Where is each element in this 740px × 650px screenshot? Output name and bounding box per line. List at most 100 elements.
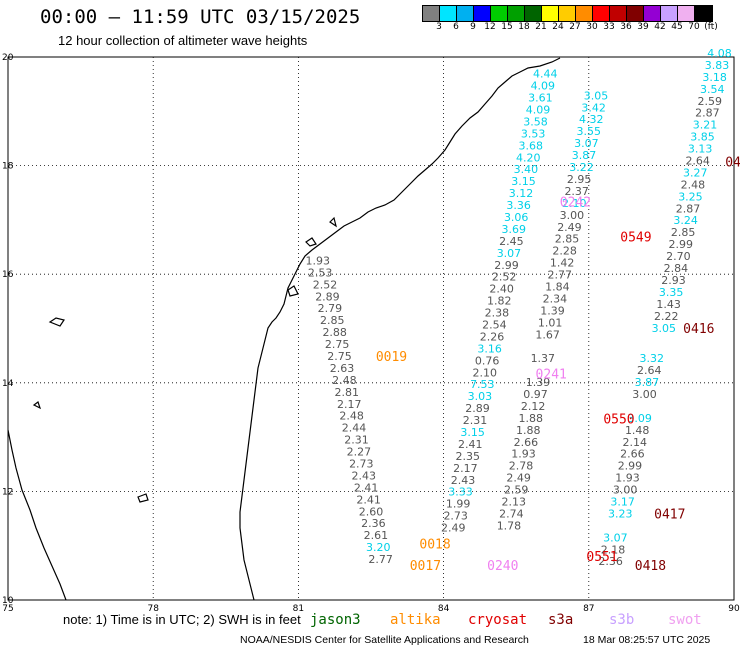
scale-swatch <box>542 6 559 21</box>
wave-height-value: 3.07 <box>574 137 599 150</box>
wave-height-value: 3.09 <box>627 412 652 425</box>
wave-height-value: 2.75 <box>325 338 350 351</box>
wave-height-value: 2.48 <box>332 374 357 387</box>
scale-tick-label: 42 <box>654 22 666 32</box>
wave-height-value: 3.21 <box>693 119 718 132</box>
wave-height-value: 2.36 <box>598 555 623 568</box>
scale-tick-label: 21 <box>535 22 547 32</box>
scale-swatch <box>423 6 440 21</box>
wave-height-value: 3.42 <box>581 101 606 114</box>
wave-height-value: 2.75 <box>327 350 352 363</box>
wave-height-value: 1.93 <box>615 472 640 485</box>
wave-height-value: 2.73 <box>443 510 468 523</box>
wave-height-value: 2.64 <box>637 364 662 377</box>
wave-height-value: 2.37 <box>564 185 589 198</box>
wave-height-value: 2.26 <box>480 330 505 343</box>
footer-note: note: 1) Time is in UTC; 2) SWH is in fe… <box>63 612 301 627</box>
scale-tick-label: 27 <box>569 22 581 32</box>
india-east-coast <box>239 57 561 601</box>
wave-height-value: 2.38 <box>485 307 510 320</box>
scale-swatch <box>525 6 542 21</box>
wave-height-value: 2.85 <box>555 233 580 246</box>
wave-height-value: 3.61 <box>528 92 553 105</box>
scale-swatch <box>440 6 457 21</box>
lon-tick-label: 87 <box>583 604 594 614</box>
wave-height-value: 3.54 <box>700 83 725 96</box>
satellite-legend-altika: altika <box>390 612 441 628</box>
wave-height-value: 2.85 <box>671 226 696 239</box>
track-id-label: 041 <box>725 156 740 171</box>
wave-height-value: 2.87 <box>695 107 720 120</box>
wave-height-value: 1.93 <box>511 448 536 461</box>
track-id-label: 0241 <box>536 367 567 382</box>
wave-height-value: 2.36 <box>361 517 386 530</box>
wave-height-value: 3.07 <box>603 531 628 544</box>
wave-height-value: 1.37 <box>531 352 556 365</box>
satellite-legend-cryosat: cryosat <box>468 612 528 628</box>
scale-swatch <box>695 6 712 21</box>
wave-height-value: 3.24 <box>673 214 698 227</box>
axis-labels: 75 78 81 84 87 90 10 12 14 16 18 20 <box>2 53 740 614</box>
scale-swatch <box>627 6 644 21</box>
scale-tick-label: 15 <box>501 22 513 32</box>
wave-height-value: 2.49 <box>557 221 582 234</box>
wave-height-value: 1.43 <box>656 298 681 311</box>
wave-height-value: 2.17 <box>453 462 478 475</box>
wave-height-value: 3.05 <box>652 322 677 335</box>
wave-height-value: 3.85 <box>690 131 715 144</box>
wave-height-value: 7.53 <box>470 378 495 391</box>
wave-height-value: 2.73 <box>349 458 374 471</box>
wave-height-value: 2.88 <box>322 326 347 339</box>
scale-swatch <box>593 6 610 21</box>
scale-swatch <box>491 6 508 21</box>
wave-height-value: 2.27 <box>347 446 372 459</box>
scale-tick-label: 9 <box>470 22 476 32</box>
coastline <box>7 57 561 601</box>
wave-height-value: 4.09 <box>531 80 556 93</box>
track-id-label: 0017 <box>410 559 441 574</box>
wave-height-value: 2.66 <box>620 448 645 461</box>
wave-height-value: 2.10 <box>562 197 587 210</box>
wave-height-value: 2.18 <box>601 543 626 556</box>
wave-height-value: 2.10 <box>472 366 497 379</box>
scale-tick-label: 70 <box>688 22 700 32</box>
island-4 <box>305 237 317 247</box>
wave-height-value: 3.13 <box>688 143 713 156</box>
wave-height-value: 2.41 <box>458 438 483 451</box>
track-id-label: 0242 <box>560 195 591 210</box>
map-frame <box>7 56 735 601</box>
satellite-legend-jason3: jason3 <box>310 612 361 628</box>
scale-tick-label: 39 <box>637 22 649 32</box>
lat-tick-label: 12 <box>2 487 13 497</box>
lon-tick-label: 90 <box>728 604 740 614</box>
wave-height-value: 3.53 <box>521 127 546 140</box>
wave-height-value: 2.59 <box>504 484 529 497</box>
wave-height-value: 3.40 <box>514 163 539 176</box>
wave-height-value: 3.55 <box>577 125 602 138</box>
track-id-label: 0240 <box>487 559 518 574</box>
wave-height-value: 2.85 <box>320 314 345 327</box>
wave-height-value: 1.88 <box>518 412 543 425</box>
lat-tick-label: 20 <box>2 53 14 63</box>
track-id-label: 0416 <box>683 322 714 337</box>
wave-height-value: 2.89 <box>465 402 490 415</box>
island-1 <box>48 317 65 327</box>
wave-height-value: 2.74 <box>499 507 524 520</box>
wave-height-value: 3.18 <box>702 71 727 84</box>
island-2 <box>32 401 42 410</box>
track-id-label: 0019 <box>376 350 407 365</box>
lat-tick-label: 18 <box>2 162 14 172</box>
wave-height-value: 3.33 <box>448 486 473 499</box>
wave-height-value: 2.87 <box>676 202 701 215</box>
wave-height-value: 3.03 <box>468 390 493 403</box>
track-id-label: 0550 <box>603 413 634 428</box>
track-id-label: 0018 <box>419 537 450 552</box>
scale-swatch <box>474 6 491 21</box>
wave-height-value: 2.99 <box>618 460 643 473</box>
scale-swatch <box>678 6 695 21</box>
wave-height-value: 3.87 <box>572 149 597 162</box>
wave-height-labels: 1.932.532.522.892.792.852.882.752.752.63… <box>306 47 732 568</box>
wave-height-value: 2.45 <box>499 235 524 248</box>
sri-lanka-coast <box>7 429 67 601</box>
